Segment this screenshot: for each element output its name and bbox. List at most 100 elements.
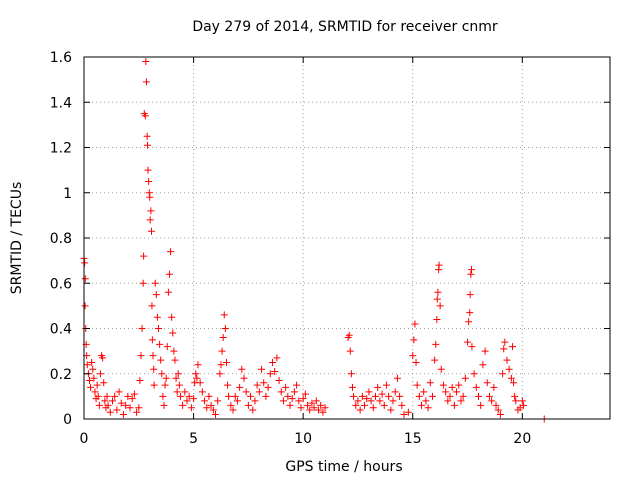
data-point: [446, 392, 454, 400]
data-point: [122, 401, 130, 409]
data-point: [396, 392, 404, 400]
data-point: [89, 365, 97, 373]
data-point: [115, 388, 123, 396]
data-point: [345, 331, 353, 339]
data-point: [284, 392, 292, 400]
data-point: [158, 370, 166, 378]
data-point: [185, 392, 193, 400]
data-point: [101, 397, 109, 405]
data-point: [306, 406, 314, 414]
data-point: [117, 399, 125, 407]
data-point: [165, 270, 173, 278]
data-point: [168, 313, 176, 321]
data-point: [350, 392, 358, 400]
data-point: [295, 397, 303, 405]
data-point: [260, 379, 268, 387]
data-point: [85, 377, 93, 385]
data-point: [192, 370, 200, 378]
data-point: [503, 356, 511, 364]
data-point: [99, 354, 107, 362]
data-point: [301, 390, 309, 398]
data-point: [93, 381, 101, 389]
data-point: [224, 381, 232, 389]
data-point: [149, 352, 157, 360]
data-point: [247, 392, 255, 400]
data-point: [505, 365, 513, 373]
data-point: [435, 261, 443, 269]
data-point: [450, 401, 458, 409]
data-point: [124, 392, 132, 400]
data-point: [219, 334, 227, 342]
data-point: [135, 404, 143, 412]
data-point: [315, 406, 323, 414]
data-point: [138, 325, 146, 332]
data-point: [385, 392, 393, 400]
data-point: [100, 379, 108, 387]
data-point: [159, 392, 167, 400]
data-point: [468, 343, 476, 351]
data-point: [142, 58, 150, 66]
data-point: [236, 383, 244, 391]
data-point: [137, 352, 145, 360]
data-point: [387, 406, 395, 414]
data-point: [151, 279, 159, 287]
data-point: [214, 397, 222, 405]
data-point: [255, 388, 263, 396]
data-point: [475, 392, 482, 400]
data-point: [190, 395, 198, 403]
data-point: [459, 392, 467, 400]
data-point: [81, 302, 89, 310]
data-point: [128, 395, 136, 403]
data-point: [426, 379, 434, 387]
data-point: [393, 374, 401, 382]
data-point: [146, 193, 154, 201]
data-point: [391, 388, 399, 396]
data-point: [290, 388, 298, 396]
data-point: [293, 381, 301, 389]
data-point: [157, 356, 165, 364]
data-point: [205, 392, 213, 400]
data-point: [83, 361, 91, 369]
data-point: [496, 410, 504, 418]
data-point: [140, 252, 148, 260]
data-point: [412, 358, 420, 366]
data-point: [209, 406, 217, 414]
data-point: [279, 397, 287, 405]
data-point: [253, 381, 261, 389]
data-point: [198, 388, 206, 396]
data-point: [511, 392, 519, 400]
data-point: [218, 347, 226, 355]
data-point: [437, 365, 445, 373]
data-point: [466, 291, 474, 299]
data-point: [510, 379, 518, 387]
data-point: [434, 288, 442, 296]
data-point: [488, 397, 496, 405]
data-point: [220, 311, 228, 319]
data-point: [264, 383, 272, 391]
data-point: [155, 325, 163, 332]
data-point: [152, 291, 160, 299]
data-point: [113, 406, 121, 414]
data-point: [297, 404, 305, 412]
data-point: [361, 401, 369, 409]
data-point: [512, 397, 520, 405]
data-point: [145, 177, 153, 185]
data-point: [481, 347, 489, 355]
data-point: [111, 392, 119, 400]
data-point: [225, 392, 233, 400]
data-point: [162, 374, 170, 382]
data-point: [422, 397, 430, 405]
data-point: [91, 388, 99, 396]
data-point: [398, 401, 406, 409]
data-point: [420, 388, 428, 396]
data-point: [201, 397, 209, 405]
data-point: [227, 401, 235, 409]
data-point: [175, 381, 183, 389]
data-point: [142, 78, 150, 86]
data-point: [494, 406, 502, 414]
data-point: [136, 377, 144, 385]
data-point: [319, 408, 327, 416]
data-point: [431, 356, 439, 364]
data-point: [106, 408, 114, 416]
data-point: [161, 381, 169, 389]
